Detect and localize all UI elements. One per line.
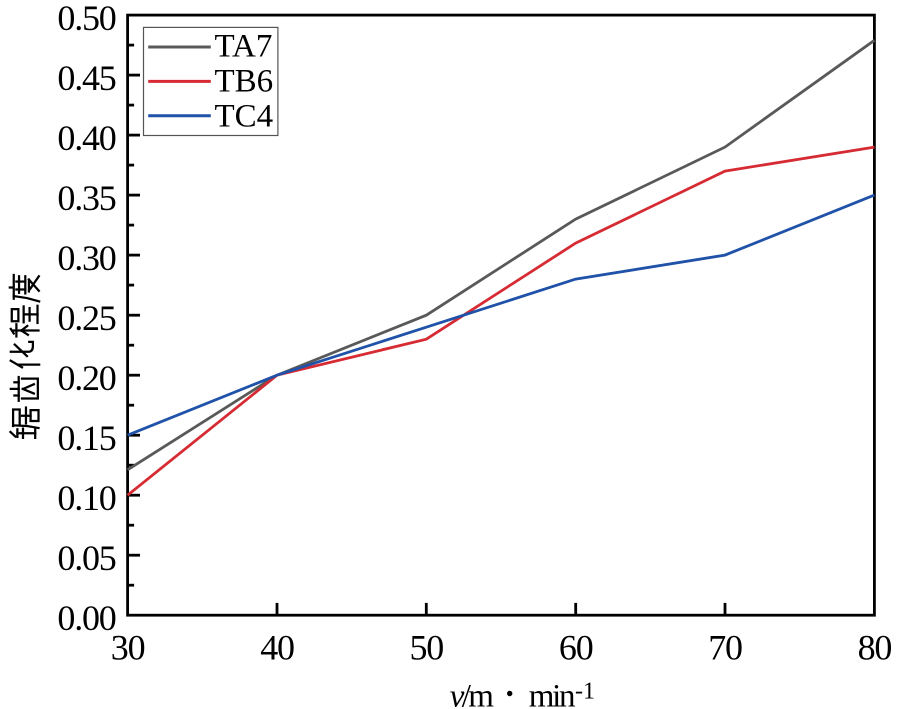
svg-text:40: 40 <box>260 627 294 667</box>
svg-text:v/m: v/m <box>450 679 494 709</box>
svg-text:0.20: 0.20 <box>57 358 115 398</box>
svg-text:0.35: 0.35 <box>57 178 115 218</box>
svg-text:0.30: 0.30 <box>57 238 115 278</box>
svg-text:0.00: 0.00 <box>57 598 115 638</box>
svg-text:30: 30 <box>111 627 145 667</box>
svg-text:60: 60 <box>559 627 593 667</box>
svg-text:0.50: 0.50 <box>57 0 115 38</box>
svg-text:0.10: 0.10 <box>57 478 115 518</box>
svg-text:0.45: 0.45 <box>57 58 115 98</box>
svg-text:0.25: 0.25 <box>57 298 115 338</box>
svg-text:0.40: 0.40 <box>57 118 115 158</box>
svg-text:TB6: TB6 <box>215 64 274 100</box>
svg-text:0.05: 0.05 <box>57 538 115 578</box>
svg-text:-1: -1 <box>575 678 595 704</box>
svg-text:TC4: TC4 <box>215 98 274 134</box>
svg-text:0.15: 0.15 <box>57 418 115 458</box>
svg-text:50: 50 <box>409 627 443 667</box>
svg-text:80: 80 <box>858 627 892 667</box>
svg-text:70: 70 <box>708 627 742 667</box>
svg-text:TA7: TA7 <box>215 29 273 65</box>
svg-text:min: min <box>529 679 575 709</box>
